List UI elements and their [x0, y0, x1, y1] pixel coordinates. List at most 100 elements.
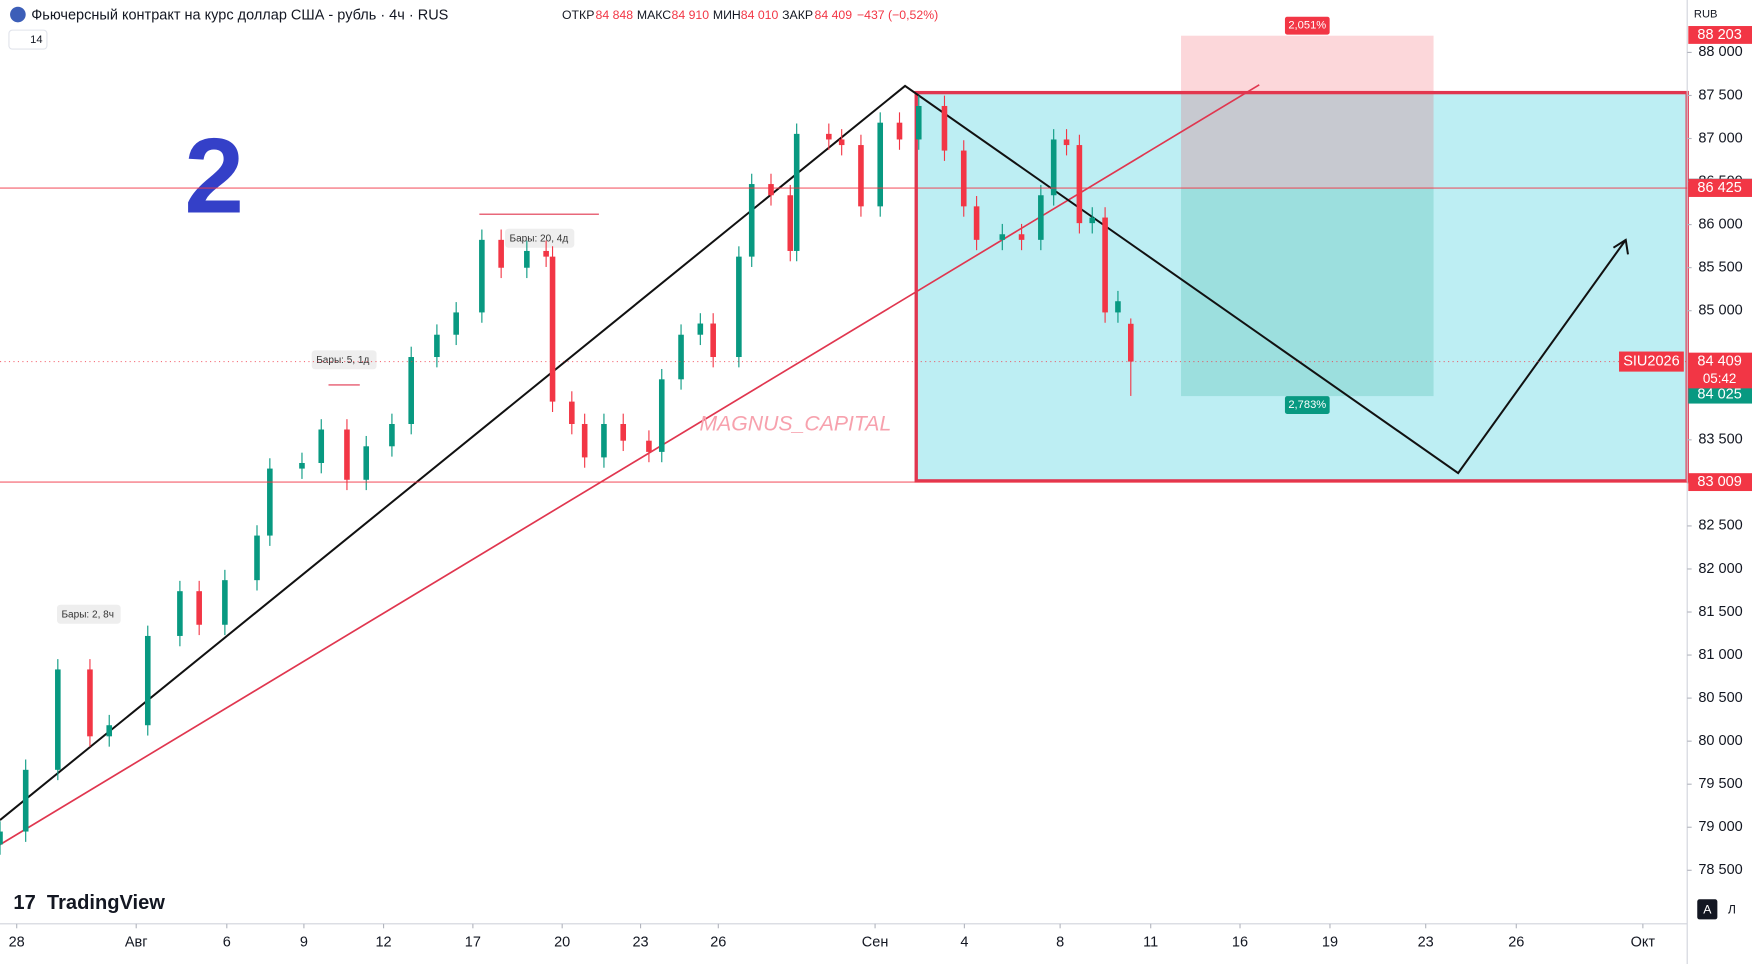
ohlc-value: 84 010: [741, 8, 779, 22]
ohlc-key: ОТКР: [562, 8, 594, 22]
candle-body: [498, 239, 504, 268]
price-tag: [1688, 26, 1752, 44]
pct-label: 2,783%: [1288, 399, 1326, 411]
x-tick-label: 16: [1232, 935, 1248, 951]
candle-body: [646, 440, 652, 452]
x-tick-label: 8: [1056, 935, 1064, 951]
y-tick-label: 80 000: [1698, 733, 1742, 749]
auto-btn[interactable]: [1697, 899, 1718, 920]
candle-body: [1127, 323, 1134, 362]
x-tick-label: 19: [1322, 935, 1338, 951]
y-tick-label: 81 000: [1698, 647, 1742, 663]
countdown-label: 05:42: [1703, 371, 1737, 386]
x-tick-label: 26: [710, 935, 726, 951]
y-tick-label: 78 500: [1698, 862, 1742, 878]
candle-body: [581, 423, 588, 458]
candle-body: [1018, 234, 1025, 240]
candle-body: [793, 133, 800, 251]
y-tick-label: 82 000: [1698, 561, 1742, 577]
y-tick-label: 82 500: [1698, 518, 1742, 534]
stop-zone: [1181, 35, 1434, 189]
candle-body: [22, 769, 29, 832]
x-tick-label: Окт: [1631, 935, 1656, 951]
x-tick-label: 23: [632, 935, 648, 951]
candle-body: [915, 105, 922, 140]
candle-body: [736, 256, 742, 358]
indicator-count: 14: [30, 34, 42, 46]
log-label[interactable]: Л: [1728, 903, 1736, 917]
x-tick-label: 20: [554, 935, 570, 951]
x-tick-label: Сен: [862, 935, 889, 951]
ohlc-change: −437 (−0,52%): [857, 8, 938, 22]
price-tag-label: 88 203: [1697, 27, 1741, 43]
x-tick-label: 17: [465, 935, 481, 951]
y-tick-label: 86 000: [1698, 216, 1742, 232]
candle-body: [144, 635, 151, 726]
candle-body: [1063, 139, 1070, 146]
flag: [10, 6, 26, 23]
candle-body: [1038, 195, 1044, 240]
candle-body: [222, 580, 228, 625]
label-box: [505, 228, 575, 248]
price-tag: [1688, 385, 1752, 404]
brand: TradingView: [47, 892, 165, 914]
y-tick-label: 85 500: [1698, 259, 1742, 275]
candle-body: [55, 669, 61, 770]
countdown-tag: [1688, 370, 1752, 389]
y-tick-label: 80 500: [1698, 690, 1742, 706]
candle-body: [543, 250, 549, 257]
pct-box: [1284, 396, 1330, 414]
candle-body: [877, 122, 884, 207]
y-tick-label: 87 500: [1698, 87, 1742, 103]
price-tag: [1688, 179, 1752, 197]
x-tick-label: 6: [223, 935, 231, 951]
candle-body: [299, 462, 305, 469]
candle-body: [434, 334, 440, 358]
y-tick-label: 85 000: [1698, 303, 1742, 319]
ohlc-value: 84 409: [815, 8, 853, 22]
candle-body: [87, 669, 93, 737]
candle-body: [678, 334, 684, 380]
label-box: [56, 604, 121, 624]
candle-body: [389, 423, 395, 447]
candle-body: [658, 379, 665, 452]
brand-logo: 17: [13, 892, 35, 914]
candle-body: [838, 139, 845, 146]
ohlc-key: МИН: [713, 8, 741, 22]
x-tick-label: 4: [960, 935, 968, 951]
candle-body: [620, 423, 627, 441]
candle-body: [748, 184, 755, 257]
x-tick-label: 23: [1418, 935, 1434, 951]
price-tag-label: 84 025: [1697, 386, 1741, 402]
label-box: [311, 350, 377, 370]
candle-body: [1102, 217, 1108, 313]
candle-body: [858, 145, 864, 207]
marks: [0, 95, 1134, 855]
ohlc-value: 84 910: [672, 8, 710, 22]
path-line: [0, 84, 1627, 821]
label: Бары: 20, 4д: [510, 233, 569, 244]
y-tick-label: 79 500: [1698, 776, 1742, 792]
label: Бары: 5, 1д: [316, 355, 369, 366]
candle-body: [569, 401, 575, 424]
indicator-toggle[interactable]: [8, 29, 48, 50]
candle-body: [1115, 301, 1121, 313]
candle-body: [453, 312, 459, 335]
candle-body: [941, 105, 948, 151]
candle-body: [999, 234, 1006, 240]
price-tag: [1688, 473, 1752, 492]
candle-body: [1050, 139, 1057, 196]
candle-body: [710, 323, 716, 358]
range-box: [914, 90, 1689, 483]
trend-line: [0, 84, 1260, 846]
pct-box: [1284, 16, 1330, 35]
candle-body: [601, 423, 607, 458]
currency: RUB: [1694, 8, 1718, 20]
candle-body: [106, 725, 113, 737]
symbol-tag: [1619, 351, 1684, 372]
candle-body: [787, 195, 794, 251]
target-zone: [1181, 188, 1434, 397]
arrow-head: [1612, 238, 1629, 255]
